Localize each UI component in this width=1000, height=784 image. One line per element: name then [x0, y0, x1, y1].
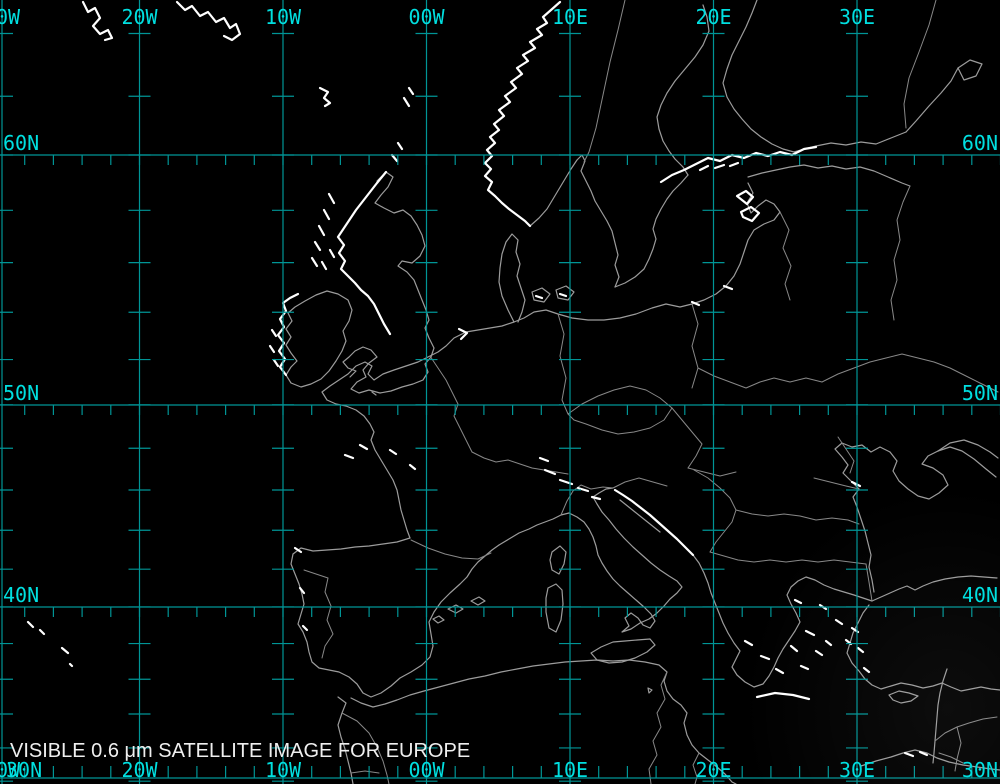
image-caption: VISIBLE 0.6 μm SATELLITE IMAGE FOR EUROP…	[10, 699, 470, 784]
image-title: VISIBLE 0.6 μm SATELLITE IMAGE FOR EUROP…	[10, 740, 471, 762]
bright-coast-highlights	[26, 0, 929, 758]
country-borders	[303, 0, 999, 784]
